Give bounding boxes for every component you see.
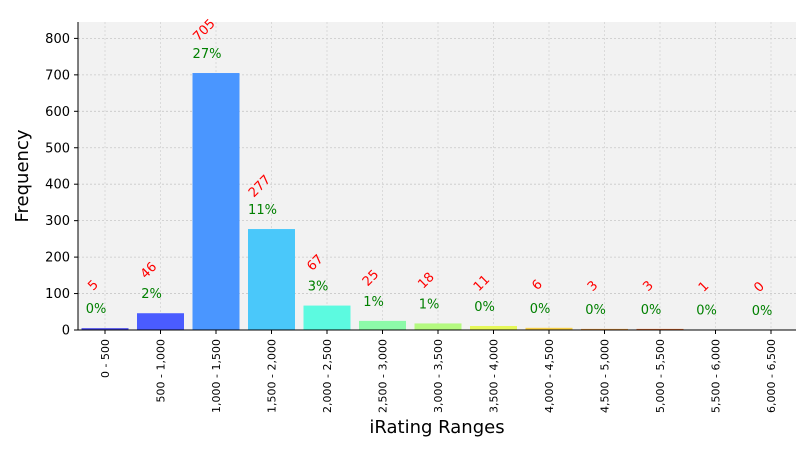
y-tick-label: 0 <box>62 324 70 339</box>
x-tick-label: 4,000 - 4,500 <box>543 339 556 413</box>
x-tick-label: 3,500 - 4,000 <box>488 339 501 413</box>
y-axis-title: Frequency <box>12 129 33 222</box>
bar-9 <box>581 328 628 330</box>
bar-5 <box>359 320 406 330</box>
percent-label: 2% <box>141 287 162 302</box>
bar-3 <box>248 229 295 330</box>
x-tick-label: 1,500 - 2,000 <box>266 339 279 413</box>
x-tick-label: 6,000 - 6,500 <box>765 339 778 413</box>
plot-area <box>78 22 796 330</box>
bar-8 <box>525 327 573 330</box>
percent-label: 0% <box>530 302 551 317</box>
bar-7 <box>470 325 517 330</box>
x-tick-label: 500 - 1,000 <box>155 339 168 402</box>
y-tick-label: 200 <box>45 251 70 266</box>
percent-label: 0% <box>641 303 662 318</box>
y-tick-label: 700 <box>45 68 70 83</box>
bar-1 <box>137 313 184 330</box>
y-tick-label: 800 <box>45 32 70 47</box>
percent-label: 0% <box>696 304 717 319</box>
percent-label: 27% <box>193 47 222 62</box>
percent-label: 0% <box>86 302 107 317</box>
percent-label: 0% <box>585 303 606 318</box>
y-tick-label: 300 <box>45 214 70 229</box>
bar-0 <box>81 328 129 330</box>
bars <box>81 73 739 330</box>
grid-lines <box>78 22 796 330</box>
bar-10 <box>636 328 684 330</box>
x-tick-label: 4,500 - 5,000 <box>599 339 612 413</box>
x-tick-label: 5,500 - 6,000 <box>710 339 723 413</box>
y-tick-label: 600 <box>45 105 70 120</box>
percent-label: 1% <box>363 295 384 310</box>
bar-6 <box>414 323 462 330</box>
x-tick-label: 0 - 500 <box>99 339 112 378</box>
axes: 0 100 200 300 400 500 600 700 800 0 - 500 500 - 1,… <box>45 22 796 413</box>
x-axis-title: iRating Ranges <box>369 417 504 438</box>
x-tick-label: 3,000 - 3,500 <box>432 339 445 413</box>
percent-label: 0% <box>752 304 773 319</box>
x-tick-label: 5,000 - 5,500 <box>654 339 667 413</box>
x-tick-label: 2,500 - 3,000 <box>377 339 390 413</box>
percent-label: 3% <box>308 280 329 295</box>
x-tick-label: 1,000 - 1,500 <box>210 339 223 413</box>
percent-label: 0% <box>474 300 495 315</box>
bar-2 <box>192 73 240 330</box>
percent-label: 1% <box>419 297 440 312</box>
x-tick-label: 2,000 - 2,500 <box>321 339 334 413</box>
y-tick-label: 100 <box>45 287 70 302</box>
y-tick-label: 500 <box>45 141 70 156</box>
percent-label: 11% <box>248 203 277 218</box>
bar-4 <box>303 305 351 330</box>
y-tick-label: 400 <box>45 178 70 193</box>
